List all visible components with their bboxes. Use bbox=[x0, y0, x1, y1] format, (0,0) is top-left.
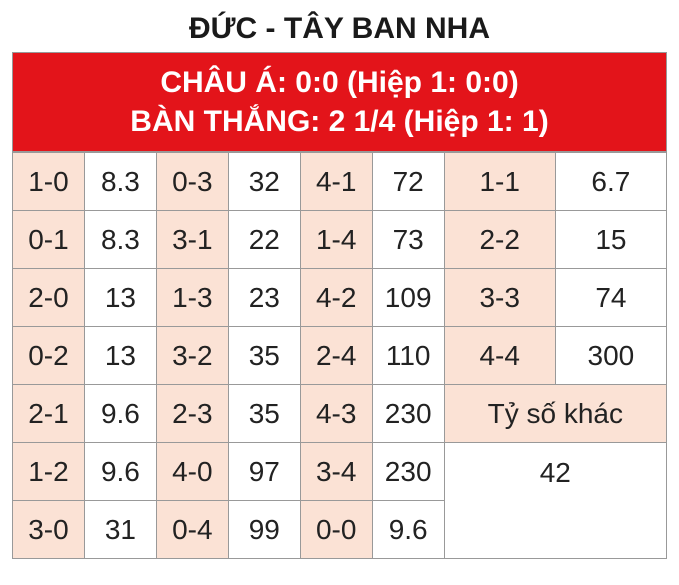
score-cell: 3-1 bbox=[156, 211, 228, 269]
odd-cell: 9.6 bbox=[372, 501, 444, 559]
other-score-value: 42 bbox=[444, 443, 666, 559]
odd-cell: 9.6 bbox=[84, 443, 156, 501]
score-cell: 3-4 bbox=[300, 443, 372, 501]
score-cell: 1-3 bbox=[156, 269, 228, 327]
score-cell: 1-4 bbox=[300, 211, 372, 269]
score-cell: 4-1 bbox=[300, 153, 372, 211]
odd-cell: 110 bbox=[372, 327, 444, 385]
score-cell: 2-3 bbox=[156, 385, 228, 443]
odd-cell: 72 bbox=[372, 153, 444, 211]
odds-table: 1-08.30-3324-1721-16.70-18.33-1221-4732-… bbox=[12, 152, 667, 559]
score-cell: 2-0 bbox=[13, 269, 85, 327]
odd-cell: 109 bbox=[372, 269, 444, 327]
odd-cell: 23 bbox=[228, 269, 300, 327]
header-line-asia: CHÂU Á: 0:0 (Hiệp 1: 0:0) bbox=[21, 63, 658, 102]
odd-cell: 8.3 bbox=[84, 153, 156, 211]
score-cell: 4-2 bbox=[300, 269, 372, 327]
header-box: CHÂU Á: 0:0 (Hiệp 1: 0:0) BÀN THẮNG: 2 1… bbox=[12, 52, 667, 152]
score-cell: 0-1 bbox=[13, 211, 85, 269]
odd-cell: 13 bbox=[84, 327, 156, 385]
match-title: ĐỨC - TÂY BAN NHA bbox=[12, 12, 667, 46]
odd-cell: 99 bbox=[228, 501, 300, 559]
odd-cell: 9.6 bbox=[84, 385, 156, 443]
odd-cell: 35 bbox=[228, 327, 300, 385]
odd-cell: 230 bbox=[372, 385, 444, 443]
odd-cell: 22 bbox=[228, 211, 300, 269]
score-cell: 3-0 bbox=[13, 501, 85, 559]
odd-cell: 13 bbox=[84, 269, 156, 327]
score-cell: 0-4 bbox=[156, 501, 228, 559]
score-cell: 1-1 bbox=[444, 153, 555, 211]
table-row: 1-08.30-3324-1721-16.7 bbox=[13, 153, 667, 211]
odd-cell: 73 bbox=[372, 211, 444, 269]
odd-cell: 97 bbox=[228, 443, 300, 501]
header-line-goals: BÀN THẮNG: 2 1/4 (Hiệp 1: 1) bbox=[21, 102, 658, 141]
odd-cell: 31 bbox=[84, 501, 156, 559]
score-cell: 1-2 bbox=[13, 443, 85, 501]
odd-cell: 74 bbox=[555, 269, 666, 327]
table-row: 1-29.64-0973-423042 bbox=[13, 443, 667, 501]
odd-cell: 230 bbox=[372, 443, 444, 501]
odd-cell: 35 bbox=[228, 385, 300, 443]
odd-cell: 32 bbox=[228, 153, 300, 211]
odds-container: ĐỨC - TÂY BAN NHA CHÂU Á: 0:0 (Hiệp 1: 0… bbox=[12, 12, 667, 559]
score-cell: 0-0 bbox=[300, 501, 372, 559]
score-cell: 0-2 bbox=[13, 327, 85, 385]
odd-cell: 6.7 bbox=[555, 153, 666, 211]
score-cell: 2-2 bbox=[444, 211, 555, 269]
score-cell: 4-3 bbox=[300, 385, 372, 443]
odd-cell: 8.3 bbox=[84, 211, 156, 269]
score-cell: 2-4 bbox=[300, 327, 372, 385]
score-cell: 0-3 bbox=[156, 153, 228, 211]
odd-cell: 300 bbox=[555, 327, 666, 385]
table-row: 0-18.33-1221-4732-215 bbox=[13, 211, 667, 269]
table-row: 0-2133-2352-41104-4300 bbox=[13, 327, 667, 385]
score-cell: 1-0 bbox=[13, 153, 85, 211]
other-score-label: Tỷ số khác bbox=[444, 385, 666, 443]
score-cell: 4-0 bbox=[156, 443, 228, 501]
table-row: 2-0131-3234-21093-374 bbox=[13, 269, 667, 327]
score-cell: 3-2 bbox=[156, 327, 228, 385]
score-cell: 2-1 bbox=[13, 385, 85, 443]
table-row: 2-19.62-3354-3230Tỷ số khác bbox=[13, 385, 667, 443]
odd-cell: 15 bbox=[555, 211, 666, 269]
score-cell: 4-4 bbox=[444, 327, 555, 385]
score-cell: 3-3 bbox=[444, 269, 555, 327]
